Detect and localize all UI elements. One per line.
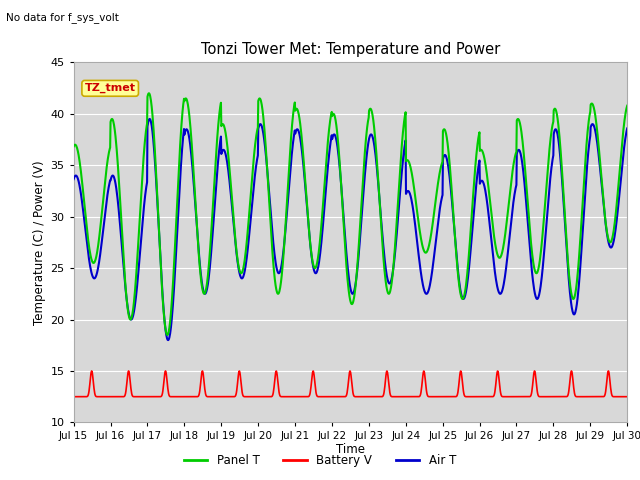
Line: Panel T: Panel T [74,93,627,335]
Panel T [437,164,445,169]
Battery V [180,394,188,399]
Battery V [558,394,566,399]
Air T [437,199,445,204]
Panel T [164,332,172,338]
X-axis label: Time: Time [336,443,365,456]
Air T [164,337,172,343]
Battery V [623,394,631,399]
Battery V [255,394,263,399]
Panel T [558,170,566,176]
Air T [255,122,263,128]
Legend: Panel T, Battery V, Air T: Panel T, Battery V, Air T [179,449,461,472]
Panel T [70,144,77,149]
Y-axis label: Temperature (C) / Power (V): Temperature (C) / Power (V) [33,160,46,324]
Battery V [70,394,77,399]
Battery V [193,394,201,399]
Line: Air T: Air T [74,119,627,340]
Text: No data for f_sys_volt: No data for f_sys_volt [6,12,119,23]
Panel T [180,96,188,102]
Battery V [436,394,444,399]
Panel T [255,96,263,101]
Air T [509,200,517,205]
Line: Battery V: Battery V [74,371,627,396]
Air T [180,126,188,132]
Text: TZ_tmet: TZ_tmet [84,83,136,94]
Title: Tonzi Tower Met: Temperature and Power: Tonzi Tower Met: Temperature and Power [201,42,500,57]
Battery V [88,368,95,374]
Air T [558,179,566,184]
Panel T [194,233,202,239]
Panel T [509,163,517,168]
Air T [194,232,202,238]
Air T [623,126,631,132]
Panel T [623,103,631,108]
Battery V [509,394,516,399]
Air T [146,116,154,122]
Panel T [145,90,153,96]
Air T [70,176,77,182]
